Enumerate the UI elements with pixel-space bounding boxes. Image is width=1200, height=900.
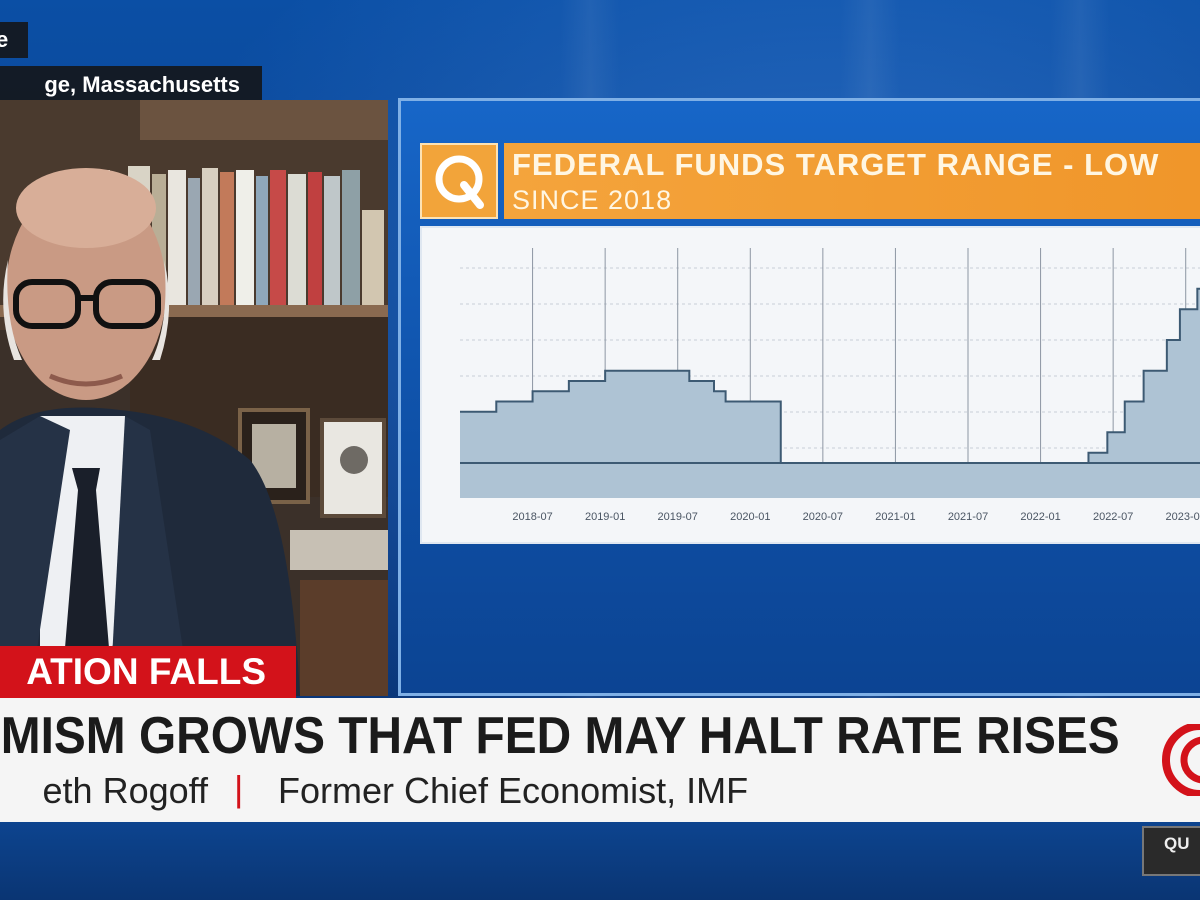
x-tick-label: 2022-01 xyxy=(1020,511,1060,523)
name-separator: | xyxy=(234,768,244,809)
guest-name: eth Rogoff xyxy=(42,770,208,811)
lower-third-banner: IMISM GROWS THAT FED MAY HALT RATE RISES… xyxy=(0,698,1200,822)
location-tag-top: e xyxy=(0,22,28,58)
chart-series xyxy=(460,287,1200,498)
x-tick-label: 2021-01 xyxy=(875,511,915,523)
x-tick-label: 2020-07 xyxy=(803,511,843,523)
q-logo-icon xyxy=(435,155,484,209)
chart-header: FEDERAL FUNDS TARGET RANGE - LOW SINCE 2… xyxy=(504,143,1200,219)
guest-title: Former Chief Economist, IMF xyxy=(278,770,749,811)
show-bug-text: QU xyxy=(1164,834,1190,853)
x-tick-label: 2019-07 xyxy=(658,511,698,523)
bottom-band xyxy=(0,822,1200,900)
series-area xyxy=(460,288,1200,498)
show-bug: QU xyxy=(1142,826,1200,876)
chart-title: FEDERAL FUNDS TARGET RANGE - LOW xyxy=(512,147,1160,182)
headline: IMISM GROWS THAT FED MAY HALT RATE RISES xyxy=(0,707,1120,765)
x-tick-label: 2023-01 xyxy=(1166,511,1200,523)
category-tag-text: ATION FALLS xyxy=(26,651,266,692)
q-logo xyxy=(420,143,498,219)
x-tick-label: 2020-01 xyxy=(730,511,770,523)
category-tag: ATION FALLS xyxy=(0,646,296,698)
location-tag-top-text: e xyxy=(0,27,9,52)
fed-funds-chart: 2018-07 2019-01 2019-07 2020-01 2020-07 2021-… xyxy=(460,248,1200,523)
chart-subtitle: SINCE 2018 xyxy=(512,185,673,215)
network-logo xyxy=(1158,724,1200,796)
x-tick-label: 2018-07 xyxy=(512,511,552,523)
location-city-text: ge, Massachusetts xyxy=(44,72,240,97)
guest-video-feed xyxy=(0,100,388,696)
location-tag-city: ge, Massachusetts xyxy=(0,66,262,104)
x-axis-ticks: 2018-07 2019-01 2019-07 2020-01 2020-07 2021-… xyxy=(512,511,1200,523)
cnn-logo-icon xyxy=(1162,724,1200,796)
guest-video-illustration xyxy=(0,100,388,696)
chart-area: 2018-07 2019-01 2019-07 2020-01 2020-07 2021-… xyxy=(420,226,1200,544)
glasses-icon xyxy=(13,279,161,329)
guest-name-line: eth Rogoff | Former Chief Economist, IMF xyxy=(0,766,1100,814)
x-tick-label: 2021-07 xyxy=(948,511,988,523)
x-tick-label: 2022-07 xyxy=(1093,511,1133,523)
x-tick-label: 2019-01 xyxy=(585,511,625,523)
